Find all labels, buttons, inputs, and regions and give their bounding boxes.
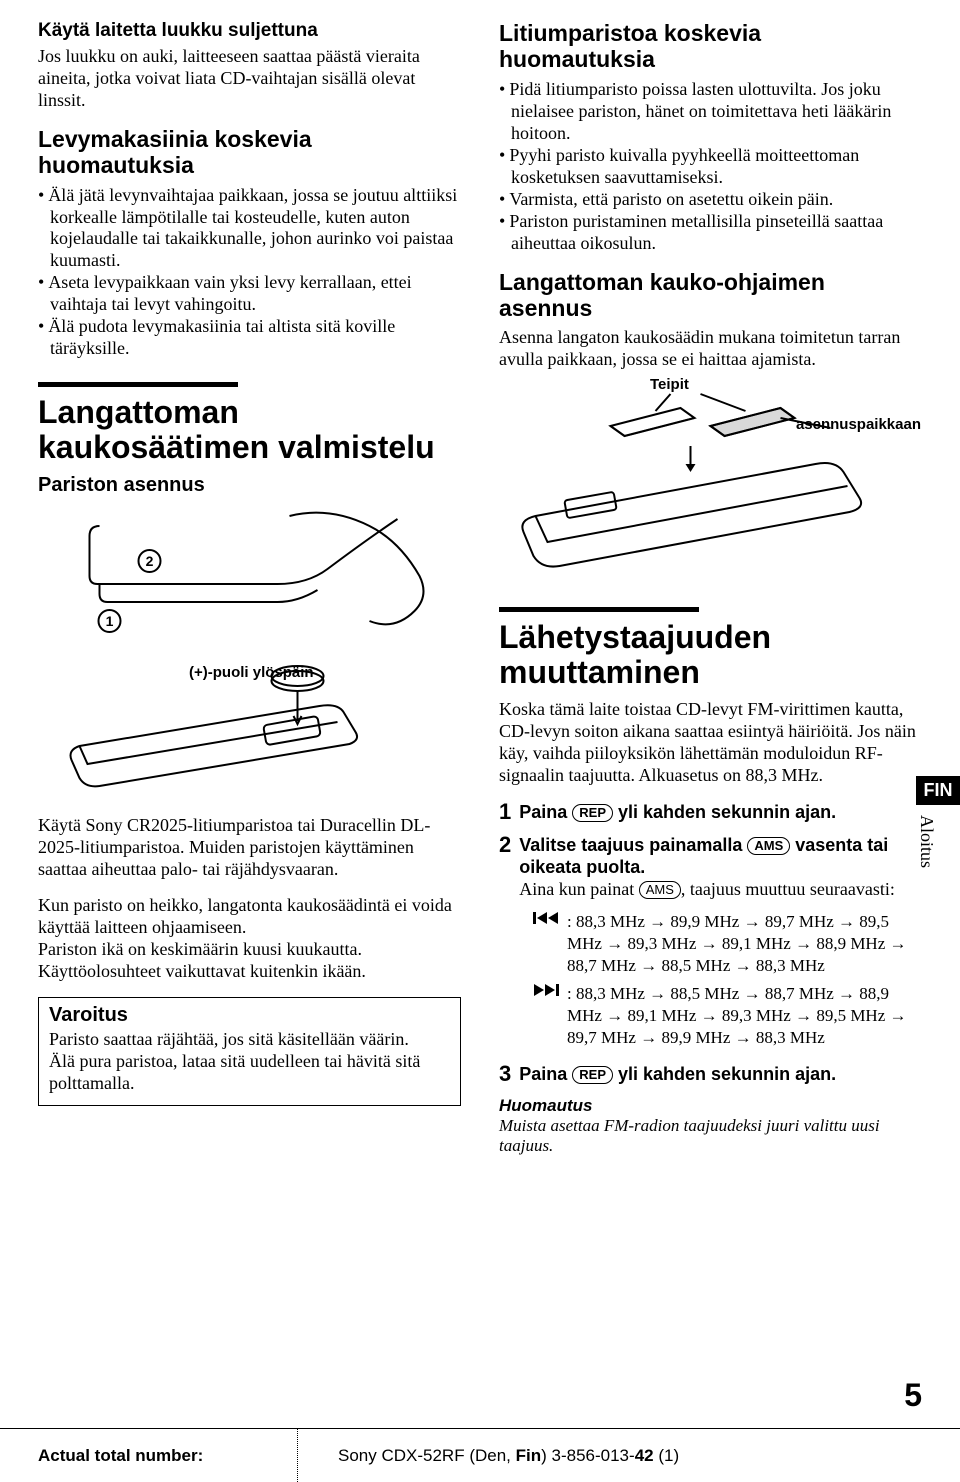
svg-text:1: 1 xyxy=(106,613,114,629)
r-sec2-title: Langattoman kauko-ohjaimen asennus xyxy=(499,269,922,322)
r-sec1-bullets: Pidä litiumparisto poissa lasten ulottuv… xyxy=(499,79,922,255)
tapes-caption: Teipit xyxy=(650,376,689,393)
note-title: Huomautus xyxy=(499,1096,922,1116)
step2-sub: Aina kun painat AMS, taajuus muuttuu seu… xyxy=(519,879,922,901)
step-2: 2 Valitse taajuus painamalla AMS vasenta… xyxy=(499,834,922,901)
left-column: Käytä laitetta luukku suljettuna Jos luu… xyxy=(38,20,461,1156)
txt: yli kahden sekunnin ajan. xyxy=(613,1064,836,1084)
bullet: Varmista, että paristo on asetettu oikei… xyxy=(499,189,922,211)
plus-side-caption: (+)-puoli ylöspäin xyxy=(189,664,314,681)
r-sec1-title: Litiumparistoa koskevia huomautuksia xyxy=(499,20,922,73)
step-num: 2 xyxy=(499,834,511,901)
txt: ) 3-856-013- xyxy=(541,1446,635,1465)
footer: Actual total number: Sony CDX-52RF (Den,… xyxy=(0,1428,960,1482)
txt: Paina xyxy=(519,802,572,822)
sec3-sub: Pariston asennus xyxy=(38,474,461,497)
battery-life-text: Kun paristo on heikko, langatonta kaukos… xyxy=(38,895,461,983)
note-body: Muista asettaa FM-radion taajuudeksi juu… xyxy=(499,1116,922,1157)
freq-fwd-text: : 88,3 MHz → 88,5 MHz → 88,7 MHz → 88,9 … xyxy=(567,983,922,1049)
freq-back-text: : 88,3 MHz → 89,9 MHz → 89,7 MHz → 89,5 … xyxy=(567,911,922,977)
step2-head: Valitse taajuus painamalla AMS vasenta t… xyxy=(519,834,922,879)
step-3: 3 Paina REP yli kahden sekunnin ajan. xyxy=(499,1063,922,1086)
language-tab: FIN xyxy=(916,776,960,805)
warning-box: Varoitus Paristo saattaa räjähtää, jos s… xyxy=(38,997,461,1106)
bullet: Aseta levypaikkaan vain yksi levy kerral… xyxy=(38,272,461,316)
page-number: 5 xyxy=(904,1377,922,1414)
rep-button-icon: REP xyxy=(572,804,613,822)
freq-back-row: : 88,3 MHz → 89,9 MHz → 89,7 MHz → 89,5 … xyxy=(533,911,922,977)
battery-install-illustration: 1 2 (+)-puoli ylöspäin xyxy=(38,505,461,815)
side-tab: FIN Aloitus xyxy=(916,776,960,868)
bullet: Älä jätä levynvaihtajaa paikkaan, jossa … xyxy=(38,185,461,273)
footer-right: Sony CDX-52RF (Den, Fin) 3-856-013-42 (1… xyxy=(298,1446,679,1466)
bullet: Pariston puristaminen metallisilla pinse… xyxy=(499,211,922,255)
txt: 42 xyxy=(635,1446,654,1465)
sec1-title: Käytä laitetta luukku suljettuna xyxy=(38,20,461,42)
warning-body: Paristo saattaa räjähtää, jos sitä käsit… xyxy=(49,1029,450,1095)
sec2-bullets: Älä jätä levynvaihtajaa paikkaan, jossa … xyxy=(38,185,461,361)
txt: Valitse taajuus painamalla xyxy=(519,835,747,855)
bullet: Pyyhi paristo kuivalla pyyhkeellä moitte… xyxy=(499,145,922,189)
divider xyxy=(38,382,238,387)
step-num: 1 xyxy=(499,801,511,824)
sec3-bigtitle: Langattoman kaukosäätimen valmistelu xyxy=(38,395,461,464)
mounting-illustration: Teipit asennuspaikkaan xyxy=(499,375,922,585)
r-sec2-body: Asenna langaton kaukosäädin mukana toimi… xyxy=(499,327,922,371)
battery-spec-text: Käytä Sony CR2025-litiumparistoa tai Dur… xyxy=(38,815,461,881)
rep-button-icon: REP xyxy=(572,1066,613,1084)
txt: (1) xyxy=(654,1446,680,1465)
freq-block: : 88,3 MHz → 89,9 MHz → 89,7 MHz → 89,5 … xyxy=(533,911,922,1050)
sec1-body: Jos luukku on auki, laitteeseen saattaa … xyxy=(38,46,461,112)
ams-button-icon: AMS xyxy=(639,881,681,899)
txt: Fin xyxy=(516,1446,542,1465)
mount-caption: asennuspaikkaan xyxy=(796,416,921,433)
sec2-title: Levymakasiinia koskevia huomautuksia xyxy=(38,126,461,179)
footer-left: Actual total number: xyxy=(38,1429,298,1482)
freq-fwd-row: : 88,3 MHz → 88,5 MHz → 88,7 MHz → 88,9 … xyxy=(533,983,922,1049)
txt: Paina xyxy=(519,1064,572,1084)
bullet: Älä pudota levymakasiinia tai altista si… xyxy=(38,316,461,360)
right-column: Litiumparistoa koskevia huomautuksia Pid… xyxy=(499,20,922,1156)
svg-text:2: 2 xyxy=(146,553,154,569)
step3-head: Paina REP yli kahden sekunnin ajan. xyxy=(519,1064,836,1084)
r-sec3-body: Koska tämä laite toistaa CD-levyt FM-vir… xyxy=(499,699,922,787)
r-sec3-bigtitle: Lähetystaajuuden muuttaminen xyxy=(499,620,922,689)
step-1: 1 Paina REP yli kahden sekunnin ajan. xyxy=(499,801,922,824)
txt: Aina kun painat xyxy=(519,879,638,899)
page-columns: Käytä laitetta luukku suljettuna Jos luu… xyxy=(38,20,922,1156)
ams-button-icon: AMS xyxy=(747,837,790,855)
step1-head: Paina REP yli kahden sekunnin ajan. xyxy=(519,802,836,822)
next-track-icon xyxy=(533,983,561,1049)
warning-title: Varoitus xyxy=(49,1004,450,1027)
prev-track-icon xyxy=(533,911,561,977)
txt: Sony CDX-52RF (Den, xyxy=(338,1446,516,1465)
txt: , taajuus muuttuu seuraavasti: xyxy=(681,879,895,899)
bullet: Pidä litiumparisto poissa lasten ulottuv… xyxy=(499,79,922,145)
txt: yli kahden sekunnin ajan. xyxy=(613,802,836,822)
step-num: 3 xyxy=(499,1063,511,1086)
divider xyxy=(499,607,699,612)
section-tab: Aloitus xyxy=(916,805,947,868)
